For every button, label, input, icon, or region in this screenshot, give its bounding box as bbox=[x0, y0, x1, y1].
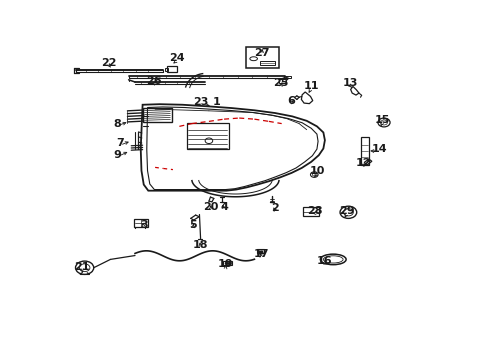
Text: 12: 12 bbox=[355, 158, 370, 168]
Text: 24: 24 bbox=[168, 53, 184, 63]
Text: 9: 9 bbox=[113, 150, 121, 159]
Text: 4: 4 bbox=[220, 202, 227, 212]
Bar bbox=[223, 261, 231, 265]
Bar bbox=[257, 249, 264, 253]
Text: 11: 11 bbox=[303, 81, 318, 91]
Text: 26: 26 bbox=[146, 76, 162, 86]
Text: 5: 5 bbox=[189, 220, 196, 230]
Text: 19: 19 bbox=[218, 260, 233, 269]
Bar bbox=[284, 76, 290, 78]
Bar bbox=[164, 68, 167, 71]
Text: 29: 29 bbox=[339, 206, 354, 216]
Text: 22: 22 bbox=[101, 58, 116, 68]
Bar bbox=[167, 66, 176, 72]
Text: 7: 7 bbox=[116, 138, 123, 148]
Text: 23: 23 bbox=[192, 97, 208, 107]
Text: 8: 8 bbox=[113, 118, 121, 129]
Text: 16: 16 bbox=[316, 256, 332, 266]
Bar bbox=[259, 62, 274, 66]
Text: 2: 2 bbox=[271, 203, 279, 213]
Text: 15: 15 bbox=[374, 115, 389, 125]
Bar bbox=[142, 108, 172, 122]
Bar bbox=[134, 219, 147, 227]
Bar bbox=[245, 46, 279, 68]
Text: 20: 20 bbox=[203, 202, 218, 212]
Text: 3: 3 bbox=[140, 220, 147, 230]
Text: 17: 17 bbox=[253, 249, 268, 260]
Text: 10: 10 bbox=[308, 166, 324, 176]
Text: 1: 1 bbox=[212, 97, 220, 107]
Text: 18: 18 bbox=[192, 240, 208, 250]
Bar bbox=[278, 79, 285, 82]
Text: 28: 28 bbox=[306, 206, 322, 216]
Bar bbox=[186, 123, 228, 149]
Text: 27: 27 bbox=[254, 48, 269, 58]
Text: 6: 6 bbox=[286, 96, 294, 105]
Text: 21: 21 bbox=[74, 262, 89, 272]
Text: 25: 25 bbox=[273, 78, 288, 89]
Bar bbox=[302, 207, 318, 216]
Bar bbox=[360, 137, 368, 165]
Text: 13: 13 bbox=[342, 78, 357, 89]
Text: 14: 14 bbox=[371, 144, 386, 154]
